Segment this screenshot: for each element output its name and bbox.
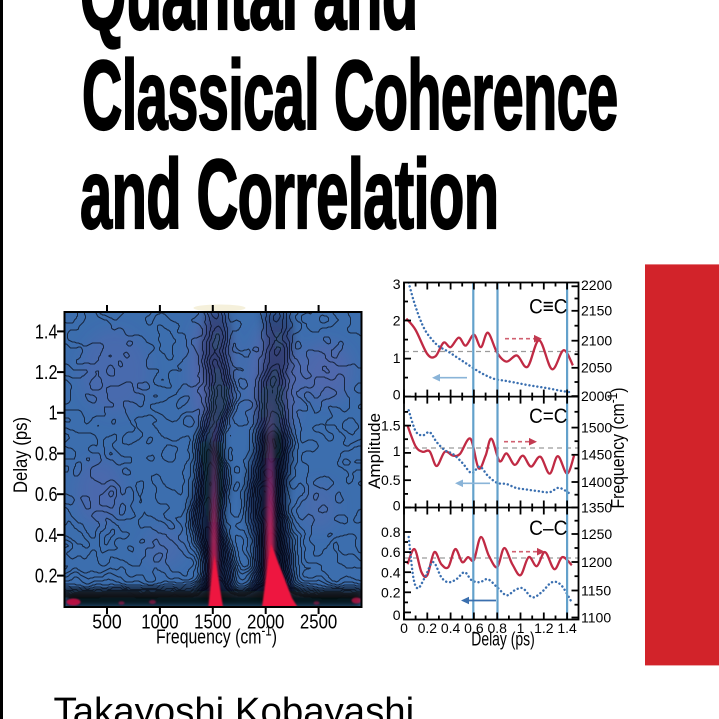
svg-text:2000: 2000 [247, 612, 284, 634]
svg-text:2500: 2500 [300, 612, 337, 634]
svg-text:0.8: 0.8 [35, 443, 58, 465]
svg-text:1.4: 1.4 [557, 620, 577, 636]
svg-text:C≡C: C≡C [529, 295, 567, 319]
svg-text:0: 0 [393, 607, 401, 623]
svg-text:0: 0 [400, 620, 408, 636]
svg-text:2150: 2150 [581, 303, 612, 319]
svg-text:Frequency (cm-1): Frequency (cm-1) [156, 623, 277, 649]
svg-text:0.6: 0.6 [35, 484, 58, 506]
svg-text:1: 1 [393, 443, 401, 459]
svg-text:0: 0 [393, 498, 401, 514]
svg-text:0.5: 0.5 [381, 472, 401, 488]
svg-text:1150: 1150 [581, 582, 611, 598]
svg-text:0.4: 0.4 [35, 525, 58, 547]
svg-text:1000: 1000 [141, 612, 178, 634]
svg-text:1400: 1400 [581, 474, 612, 490]
svg-text:Delay (ps): Delay (ps) [471, 630, 535, 651]
svg-text:3: 3 [393, 276, 401, 292]
svg-text:2200: 2200 [581, 277, 612, 293]
svg-text:2050: 2050 [581, 360, 612, 376]
svg-text:1.4: 1.4 [35, 321, 58, 343]
svg-text:0.8: 0.8 [487, 620, 507, 636]
svg-text:2000: 2000 [581, 388, 612, 404]
svg-text:0.6: 0.6 [381, 544, 401, 560]
svg-text:1: 1 [49, 403, 58, 425]
svg-text:1200: 1200 [581, 554, 612, 570]
svg-text:1.2: 1.2 [534, 620, 554, 636]
svg-text:2100: 2100 [581, 333, 612, 349]
svg-text:2: 2 [393, 313, 401, 329]
svg-text:1.5: 1.5 [381, 418, 401, 434]
svg-text:1500: 1500 [194, 612, 231, 634]
svg-text:1250: 1250 [581, 526, 612, 542]
svg-text:0.4: 0.4 [381, 564, 401, 580]
svg-text:Frequency (cm-1): Frequency (cm-1) [605, 388, 628, 509]
svg-text:1: 1 [517, 620, 525, 636]
svg-text:0.2: 0.2 [35, 566, 58, 588]
svg-text:0.2: 0.2 [381, 584, 401, 600]
svg-text:0.4: 0.4 [441, 620, 461, 636]
svg-text:500: 500 [92, 612, 122, 634]
svg-text:1.2: 1.2 [35, 362, 58, 384]
svg-text:C=C: C=C [529, 404, 567, 428]
svg-text:Amplitude: Amplitude [366, 413, 384, 489]
svg-text:1: 1 [393, 350, 401, 366]
svg-text:0.2: 0.2 [418, 620, 438, 636]
svg-text:0: 0 [393, 387, 401, 403]
svg-text:1450: 1450 [581, 447, 612, 463]
svg-text:0.8: 0.8 [381, 524, 401, 540]
svg-text:1500: 1500 [581, 420, 612, 436]
svg-text:1350: 1350 [581, 499, 612, 515]
svg-text:C–C: C–C [529, 516, 567, 540]
svg-text:0.6: 0.6 [464, 620, 484, 636]
svg-text:1100: 1100 [581, 609, 611, 625]
svg-text:Delay (ps): Delay (ps) [11, 417, 32, 493]
